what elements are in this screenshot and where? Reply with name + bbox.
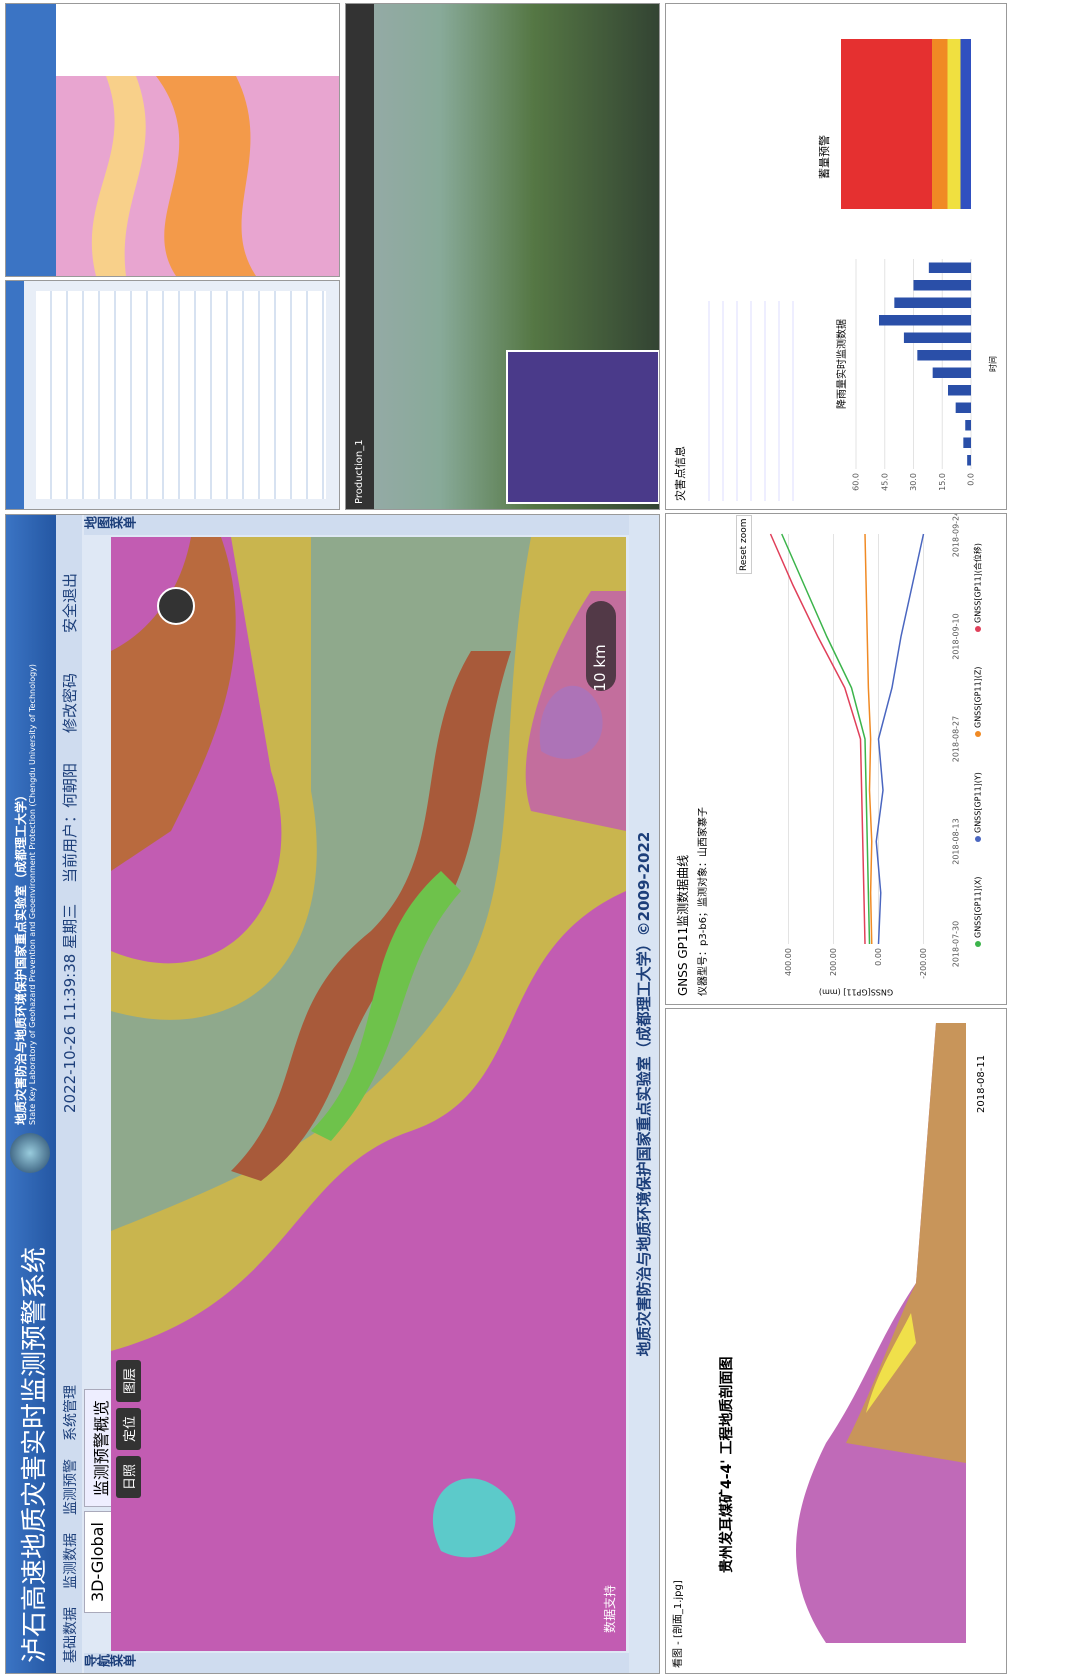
y-tick-label: 60.0 bbox=[852, 473, 861, 491]
y-tick-label: 45.0 bbox=[880, 473, 889, 491]
data-support[interactable]: 数据支持 bbox=[603, 1584, 617, 1633]
legend-swatch bbox=[975, 626, 981, 632]
main-window: 泸石高速地质灾害实时监测预警系统 地质灾害防治与地质环境保护国家重点实验室（成都… bbox=[5, 514, 660, 1674]
lab-name-en: State Key Laboratory of Geohazard Preven… bbox=[28, 663, 37, 1125]
toolbar-button[interactable]: 定位 bbox=[116, 1407, 141, 1450]
layer-panel bbox=[56, 4, 339, 76]
legend-swatch bbox=[975, 836, 981, 842]
y-tick-label: -200.00 bbox=[919, 948, 928, 979]
legend-label: GNSS[GP11](Y) bbox=[974, 772, 983, 833]
bar bbox=[967, 455, 971, 466]
y-axis-label: GNSS[GP11] (mm) bbox=[819, 988, 893, 997]
y-tick-label: 0.00 bbox=[874, 948, 883, 966]
lab-name: 地质灾害防治与地质环境保护国家重点实验室（成都理工大学） bbox=[14, 788, 28, 1125]
menu-item[interactable]: 系统管理 bbox=[63, 1385, 79, 1441]
footer: 地质灾害防治与地质环境保护国家重点实验室（成都理工大学）©2009-2022 bbox=[629, 515, 659, 1673]
nav-menu[interactable]: 导航菜单 bbox=[84, 1653, 629, 1673]
x-tick-label: 2018-09-10 bbox=[952, 613, 961, 660]
data-line bbox=[864, 533, 873, 945]
bar bbox=[928, 262, 972, 273]
map bbox=[111, 537, 626, 1651]
profile-date: 2018-08-11 bbox=[976, 1054, 987, 1113]
scale-bar: 10 km bbox=[591, 644, 609, 692]
map-menu[interactable]: 地图菜单 bbox=[84, 515, 629, 535]
warn-title: 蓄量预警 bbox=[818, 135, 831, 179]
x-tick-label: 2018-07-30 bbox=[952, 921, 961, 968]
change-password[interactable]: 修改密码 bbox=[61, 672, 79, 733]
legend-label: GNSS[GP11](X) bbox=[974, 876, 983, 938]
menu: 基础数据 监测数据 监测预警 系统管理 bbox=[60, 1385, 80, 1663]
viewer-header bbox=[346, 4, 374, 509]
legend-swatch bbox=[975, 731, 981, 737]
rain-window: 灾害点信息 0.0 15.0 30.0 45.0 60.0 降雨量实时监测数据 时间 蓄量预… bbox=[665, 3, 1007, 510]
bar bbox=[965, 420, 971, 431]
legend-swatch bbox=[975, 941, 981, 947]
bar bbox=[894, 297, 971, 308]
data-line bbox=[781, 533, 871, 945]
y-tick-label: 0.0 bbox=[967, 473, 976, 486]
legend-label: GNSS[GP11](Z) bbox=[974, 666, 983, 728]
toolbar-button[interactable]: 图层 bbox=[116, 1359, 141, 1402]
form-body bbox=[36, 291, 326, 499]
data-line bbox=[769, 533, 866, 945]
datetime: 2022-10-26 11:39:38 星期三 bbox=[61, 903, 79, 1113]
x-axis-label: 时间 bbox=[988, 356, 998, 372]
logo bbox=[10, 1133, 50, 1173]
app-title: 泸石高速地质灾害实时监测预警系统 bbox=[20, 1246, 50, 1663]
bar bbox=[948, 385, 971, 396]
bar bbox=[955, 402, 971, 413]
menu-item[interactable]: 监测预警 bbox=[63, 1459, 79, 1515]
y-tick-label: 400.00 bbox=[784, 948, 793, 976]
x-tick-label: 2018-09-24 bbox=[952, 514, 961, 557]
profile-title: 贵州发耳煤矿4-4' 工程地质剖面图 bbox=[719, 1356, 735, 1573]
geo-map-header bbox=[6, 4, 56, 276]
viewer-3d: Production_1 bbox=[345, 3, 660, 510]
data-line bbox=[875, 533, 925, 945]
viewer-label: Production_1 bbox=[354, 439, 365, 504]
bar bbox=[879, 315, 971, 326]
x-tick-label: 2018-08-13 bbox=[952, 818, 961, 865]
bar bbox=[932, 367, 971, 378]
header: 泸石高速地质灾害实时监测预警系统 地质灾害防治与地质环境保护国家重点实验室（成都… bbox=[6, 515, 56, 1673]
profile-drawing bbox=[796, 1023, 966, 1643]
menu-item[interactable]: 监测数据 bbox=[63, 1533, 79, 1589]
warn-chart bbox=[841, 39, 971, 209]
map-toolbar: 日照 定位 图层 bbox=[116, 1359, 141, 1498]
form-window bbox=[5, 280, 340, 510]
logout[interactable]: 安全退出 bbox=[61, 572, 79, 633]
bar bbox=[963, 437, 972, 448]
bar bbox=[913, 280, 971, 291]
x-tick-label: 2018-08-27 bbox=[952, 716, 961, 763]
rain-chart: 0.0 15.0 30.0 45.0 60.0 降雨量实时监测数据 时间 bbox=[835, 259, 998, 491]
menu-bar: 基础数据 监测数据 监测预警 系统管理 2022-10-26 11:39:38 星期三… bbox=[56, 515, 82, 1673]
bar bbox=[917, 350, 971, 361]
profile-window: 看图 - [剖面_1.jpg] 贵州发耳煤矿4-4' 工程地质剖面图 2018-… bbox=[665, 1008, 1007, 1674]
form-header bbox=[6, 281, 24, 509]
profile-window-title: 看图 - [剖面_1.jpg] bbox=[673, 1580, 684, 1668]
bar bbox=[903, 332, 972, 343]
chart-title: 降雨量实时监测数据 bbox=[835, 319, 848, 409]
y-tick-label: 30.0 bbox=[909, 473, 918, 491]
legend-label: GNSS[GP11](合位移) bbox=[973, 543, 983, 623]
user: 当前用户：何朝阳 bbox=[61, 762, 79, 883]
y-tick-label: 15.0 bbox=[938, 473, 947, 491]
minimap bbox=[506, 350, 660, 504]
menu-item[interactable]: 基础数据 bbox=[63, 1607, 79, 1663]
geo-map-window bbox=[5, 3, 340, 277]
y-tick-label: 200.00 bbox=[829, 948, 838, 976]
toolbar-button[interactable]: 日照 bbox=[116, 1455, 141, 1498]
gnss-window: GNSS GP11监测数据曲线 仪器型号：p3-b6；监测对象：山西家寨子 Re… bbox=[665, 513, 1007, 1005]
geo-map bbox=[91, 76, 256, 276]
gnss-chart: -200.00 0.00 200.00 400.00 2018-07-30 2018-08… bbox=[769, 514, 983, 997]
